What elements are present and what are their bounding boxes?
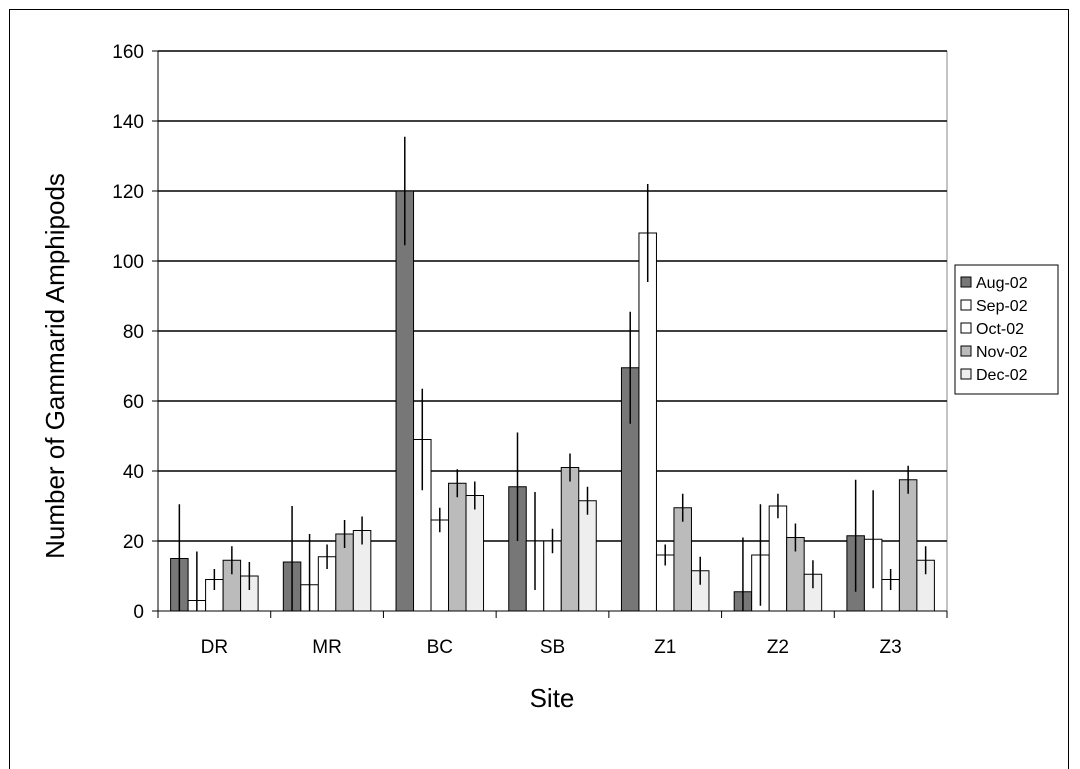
x-tick-label: Z1 [654,637,676,658]
x-tick-label: MR [312,637,342,658]
gridlines [158,50,948,611]
x-tick-label: Z3 [880,637,902,658]
legend-swatch [960,276,972,288]
bar [578,500,597,612]
bar [448,482,467,612]
legend-swatch [960,345,972,357]
bar [465,495,485,612]
x-tick-label: SB [540,637,565,658]
legend-label: Dec-02 [976,367,1028,384]
bar [430,519,450,612]
bar [768,505,788,612]
legend-swatch [960,368,972,380]
legend-label: Aug-02 [976,275,1028,292]
y-tick-label: 60 [123,392,144,413]
bar [395,190,415,612]
y-tick-label: 20 [123,532,144,553]
bar [673,507,692,612]
x-tick-label: DR [201,637,228,658]
legend-swatch [960,299,972,311]
y-axis-title: Number of Gammarid Amphipods [40,173,70,559]
x-tick-label: BC [427,637,453,658]
legend-label: Nov-02 [976,344,1028,361]
legend-label: Oct-02 [976,321,1024,338]
legend-box [954,264,1059,395]
legend: Aug-02 Sep-02 Oct-02 Nov-02 Dec-02 [954,264,1059,395]
x-axis-title: Site [530,683,575,713]
y-tick-label: 80 [123,322,144,343]
bars [170,136,935,612]
chart-frame [9,9,1069,769]
legend-label: Sep-02 [976,298,1028,315]
y-tick-label: 160 [112,42,144,63]
axes: 0 20 40 60 80 100 120 140 160 DR MR BC SB Z1 Z2 Z3 [112,42,948,658]
legend-swatch [960,322,972,334]
x-tick-label: Z2 [767,637,789,658]
bar [560,467,580,612]
y-tick-label: 100 [112,252,144,273]
bar [898,479,918,612]
y-tick-label: 0 [133,602,144,623]
y-tick-label: 120 [112,182,144,203]
y-tick-label: 40 [123,462,144,483]
y-tick-label: 140 [112,112,144,133]
bar [638,232,657,612]
